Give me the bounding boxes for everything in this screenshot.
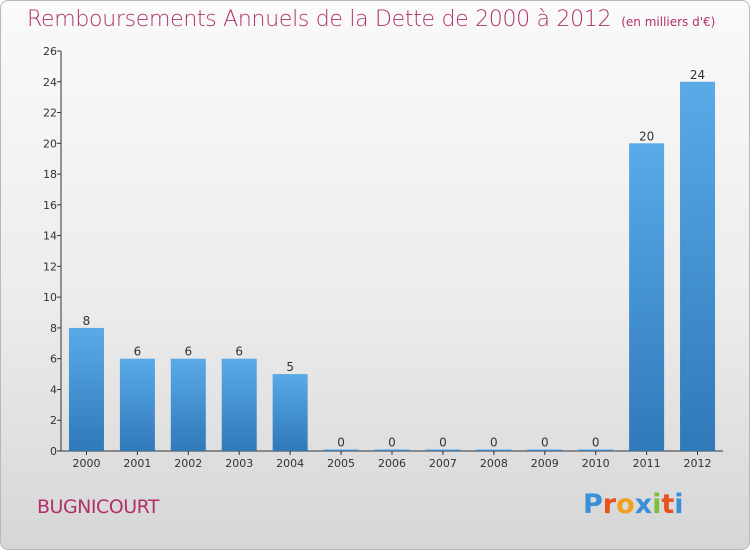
bar-2008	[476, 449, 512, 451]
bar-2009	[527, 449, 563, 451]
logo-letter: t	[661, 489, 675, 520]
bar-2011	[629, 143, 665, 452]
data-label-2009: 0	[541, 436, 549, 450]
y-tick-label: 16	[43, 199, 57, 212]
x-tick-label-2008: 2008	[480, 457, 508, 470]
x-tick-label-2000: 2000	[72, 457, 100, 470]
y-tick-label: 6	[50, 353, 57, 366]
x-tick-label-2005: 2005	[327, 457, 355, 470]
data-label-2012: 24	[690, 68, 705, 82]
y-tick-label: 14	[43, 230, 57, 243]
title-main: Remboursements Annuels de la Dette de 20…	[27, 7, 612, 32]
logo-letter: r	[602, 489, 617, 520]
x-tick-label-2004: 2004	[276, 457, 304, 470]
bar-2003	[221, 358, 257, 451]
x-tick-label-2007: 2007	[429, 457, 457, 470]
title-unit: (en milliers d'€)	[621, 15, 716, 29]
commune-name: BUGNICOURT	[37, 496, 160, 518]
x-tick-label-2003: 2003	[225, 457, 253, 470]
bar-2001	[119, 358, 155, 451]
bar-2007	[425, 449, 461, 451]
x-tick-label-2002: 2002	[174, 457, 202, 470]
chart-title: Remboursements Annuels de la Dette de 20…	[27, 7, 715, 32]
data-label-2008: 0	[490, 436, 498, 450]
bar-2012	[680, 81, 716, 452]
bar-2010	[578, 449, 614, 451]
bar-2006	[374, 449, 410, 451]
bar-2005	[323, 449, 359, 451]
y-tick-label: 20	[43, 137, 57, 150]
data-label-2006: 0	[388, 436, 396, 450]
logo-letter: o	[616, 489, 635, 520]
y-tick-label: 4	[50, 383, 57, 396]
bar-2004	[272, 374, 308, 451]
bar-2000	[68, 327, 104, 451]
x-tick-label-2001: 2001	[123, 457, 151, 470]
data-label-2010: 0	[592, 436, 600, 450]
data-label-2011: 20	[639, 129, 654, 143]
data-label-2007: 0	[439, 436, 447, 450]
y-tick-label: 12	[43, 260, 57, 273]
y-tick-label: 8	[50, 322, 57, 335]
y-tick-label: 18	[43, 168, 57, 181]
y-tick-label: 2	[50, 414, 57, 427]
data-label-2005: 0	[337, 436, 345, 450]
data-label-2004: 5	[286, 360, 294, 374]
y-tick-label: 22	[43, 107, 57, 120]
x-tick-label-2012: 2012	[684, 457, 712, 470]
logo-letter: P	[583, 489, 603, 520]
bar-2002	[170, 358, 206, 451]
y-tick-label: 24	[43, 76, 57, 89]
y-tick-label: 0	[50, 445, 57, 458]
y-tick-label: 10	[43, 291, 57, 304]
data-label-2002: 6	[184, 345, 192, 359]
logo-letter: i	[652, 489, 662, 520]
y-tick-label: 26	[43, 45, 57, 58]
data-label-2001: 6	[134, 345, 142, 359]
proxiti-logo: Proxiti	[583, 489, 684, 520]
x-tick-label-2006: 2006	[378, 457, 406, 470]
data-label-2000: 8	[83, 314, 91, 328]
data-label-2003: 6	[235, 345, 243, 359]
x-tick-label-2010: 2010	[582, 457, 610, 470]
x-tick-label-2009: 2009	[531, 457, 559, 470]
logo-letter: x	[634, 489, 653, 520]
x-tick-label-2011: 2011	[633, 457, 661, 470]
logo-letter: i	[674, 489, 684, 520]
